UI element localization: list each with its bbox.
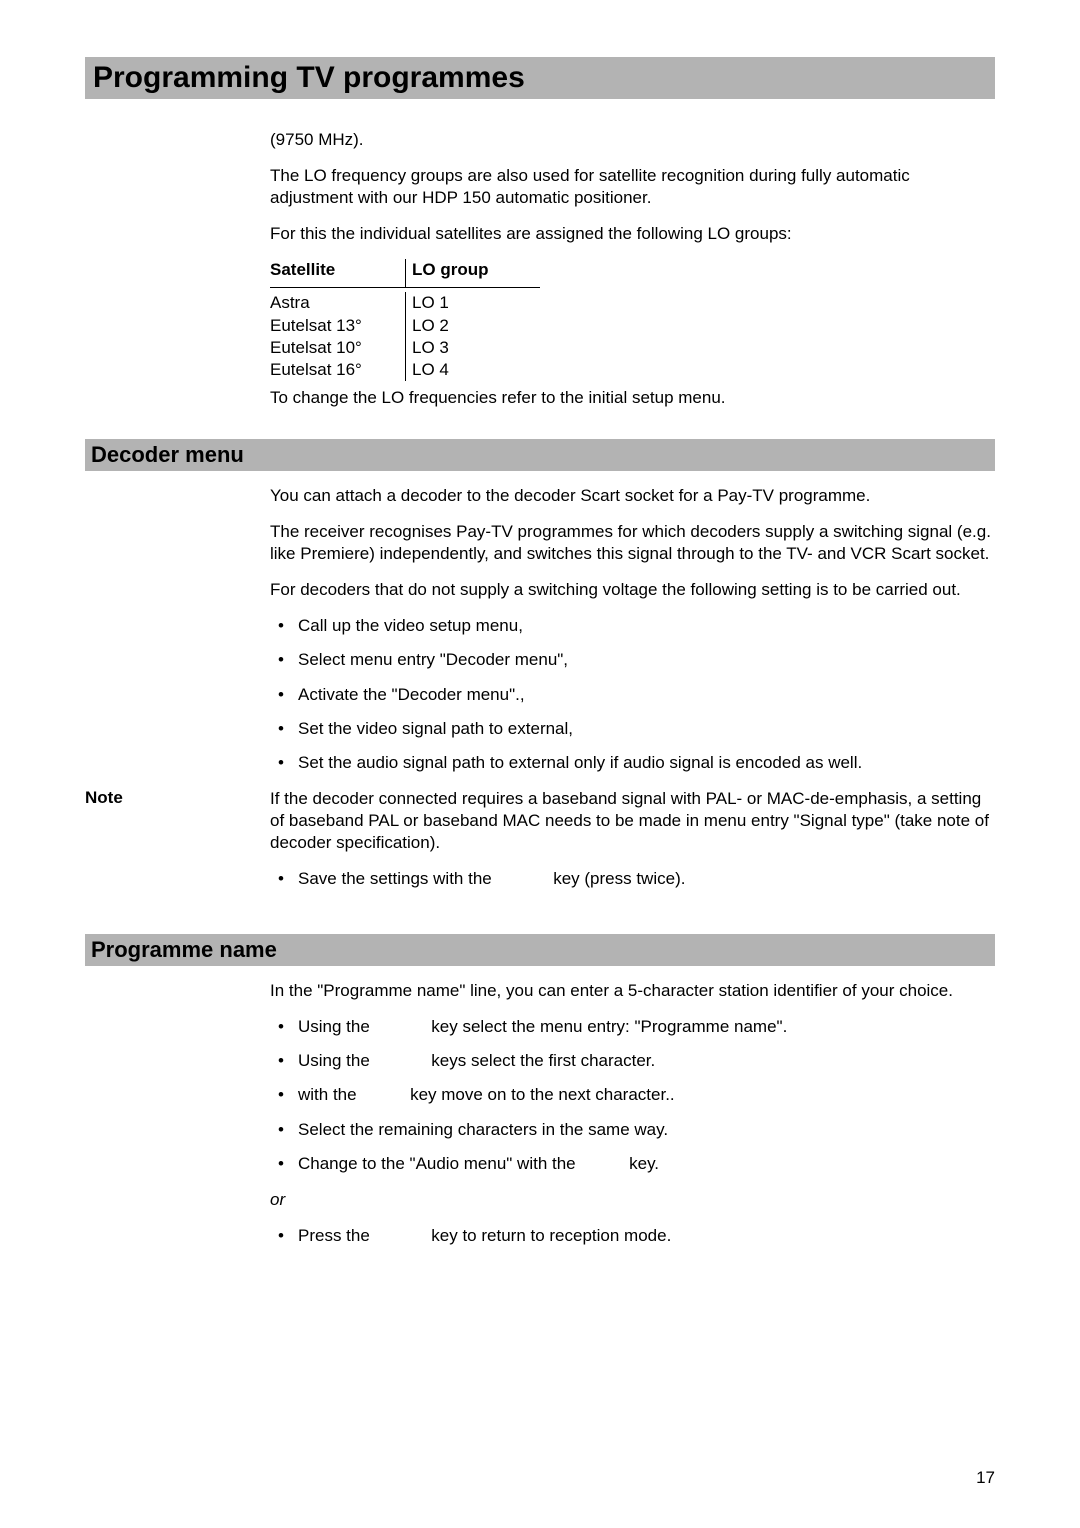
b1-pre: Using the	[298, 1017, 370, 1036]
decoder-p1: You can attach a decoder to the decoder …	[270, 485, 995, 507]
cell-lo: LO 1	[405, 292, 535, 314]
decoder-bullets-1: Call up the video setup menu, Select men…	[270, 615, 995, 773]
or-text: or	[270, 1189, 995, 1211]
cell-sat: Astra	[270, 292, 405, 314]
decoder-heading: Decoder menu	[85, 439, 995, 471]
b3-post: key move on to the next character..	[410, 1085, 675, 1104]
b2-post: keys select the first character.	[431, 1051, 655, 1070]
b6-post: key to return to reception mode.	[431, 1226, 671, 1245]
programme-bullets: Using the key select the menu entry: "Pr…	[270, 1016, 995, 1174]
decoder-p2: The receiver recognises Pay-TV programme…	[270, 521, 995, 565]
b5-post: key.	[629, 1154, 659, 1173]
list-item: Change to the "Audio menu" with the key.	[270, 1153, 995, 1175]
programme-heading: Programme name	[85, 934, 995, 966]
page-title: Programming TV programmes	[85, 57, 995, 99]
list-item: Activate the "Decoder menu".,	[270, 684, 995, 706]
list-item: Call up the video setup menu,	[270, 615, 995, 637]
decoder-bullets-2: Save the settings with the key (press tw…	[270, 868, 995, 890]
decoder-p3: For decoders that do not supply a switch…	[270, 579, 995, 601]
table-row: Astra LO 1	[270, 292, 540, 314]
list-item: Press the key to return to reception mod…	[270, 1225, 995, 1247]
change-para: To change the LO frequencies refer to th…	[270, 387, 995, 409]
list-item: Set the audio signal path to external on…	[270, 752, 995, 774]
b2-pre: Using the	[298, 1051, 370, 1070]
cell-lo: LO 4	[405, 359, 535, 381]
lofreq-para: The LO frequency groups are also used fo…	[270, 165, 995, 209]
note-text: If the decoder connected requires a base…	[270, 788, 995, 854]
table-header-lo: LO group	[405, 259, 535, 287]
b3-pre: with the	[298, 1085, 357, 1104]
cell-sat: Eutelsat 16°	[270, 359, 405, 381]
table-row: Eutelsat 16° LO 4	[270, 359, 540, 381]
intro-section: (9750 MHz). The LO frequency groups are …	[270, 129, 995, 409]
table-row: Eutelsat 13° LO 2	[270, 315, 540, 337]
list-item: Set the video signal path to external,	[270, 718, 995, 740]
cell-lo: LO 3	[405, 337, 535, 359]
programme-bullets-2: Press the key to return to reception mod…	[270, 1225, 995, 1247]
mhz-text: (9750 MHz).	[270, 129, 995, 151]
list-item: Using the key select the menu entry: "Pr…	[270, 1016, 995, 1038]
b6-pre: Press the	[298, 1226, 370, 1245]
save-settings-pre: Save the settings with the	[298, 869, 492, 888]
save-settings-post: key (press twice).	[553, 869, 685, 888]
cell-sat: Eutelsat 10°	[270, 337, 405, 359]
list-item: Select the remaining characters in the s…	[270, 1119, 995, 1141]
cell-sat: Eutelsat 13°	[270, 315, 405, 337]
assign-para: For this the individual satellites are a…	[270, 223, 995, 245]
note-label: Note	[85, 788, 270, 808]
lo-table: Satellite LO group Astra LO 1 Eutelsat 1…	[270, 259, 540, 380]
list-item: Using the keys select the first characte…	[270, 1050, 995, 1072]
note-block: Note If the decoder connected requires a…	[85, 788, 995, 904]
list-item: Select menu entry "Decoder menu",	[270, 649, 995, 671]
page-number: 17	[976, 1468, 995, 1488]
table-row: Eutelsat 10° LO 3	[270, 337, 540, 359]
list-item: with the key move on to the next charact…	[270, 1084, 995, 1106]
b5-pre: Change to the "Audio menu" with the	[298, 1154, 576, 1173]
table-header-satellite: Satellite	[270, 259, 405, 287]
b1-post: key select the menu entry: "Programme na…	[431, 1017, 787, 1036]
programme-p1: In the "Programme name" line, you can en…	[270, 980, 995, 1002]
cell-lo: LO 2	[405, 315, 535, 337]
list-item: Save the settings with the key (press tw…	[270, 868, 995, 890]
